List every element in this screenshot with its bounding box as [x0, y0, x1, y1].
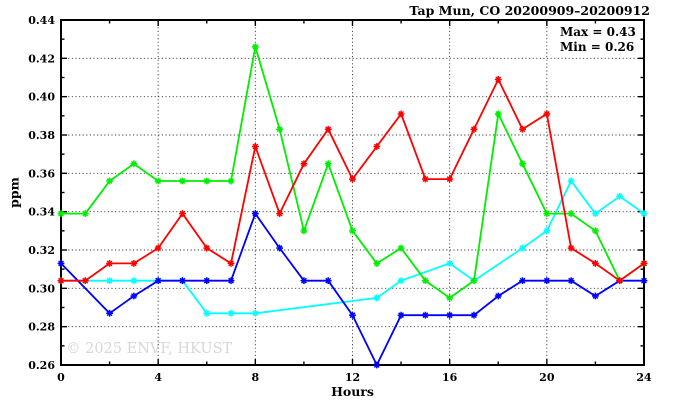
max-value-label: Max = 0.43	[560, 25, 636, 39]
svg-text:0.34: 0.34	[28, 206, 55, 219]
svg-text:4: 4	[154, 371, 162, 384]
svg-text:0.32: 0.32	[28, 244, 55, 257]
svg-text:0.40: 0.40	[28, 91, 55, 104]
svg-text:0.36: 0.36	[28, 167, 55, 180]
max-min-annotation: Max = 0.43 Min = 0.26	[560, 25, 636, 55]
svg-text:20: 20	[539, 371, 555, 384]
red-series-markers	[57, 76, 648, 285]
svg-text:0.38: 0.38	[28, 129, 55, 142]
svg-text:0.42: 0.42	[28, 52, 55, 65]
svg-text:12: 12	[345, 371, 360, 384]
y-tick-labels: 0.26 0.28 0.30 0.32 0.34 0.36 0.38 0.40 0.42 0.44	[28, 14, 55, 372]
watermark-text: © 2025 ENVF, HKUST	[66, 341, 233, 357]
svg-text:24: 24	[636, 371, 652, 384]
svg-text:0.28: 0.28	[28, 321, 55, 334]
svg-text:0.44: 0.44	[28, 14, 55, 27]
min-value-label: Min = 0.26	[560, 40, 635, 54]
blue-series-line	[60, 211, 644, 368]
green-series-markers	[57, 43, 648, 302]
svg-text:0: 0	[57, 371, 65, 384]
x-tick-labels: 0 4 8 12 16 20 24	[57, 371, 652, 384]
chart-title: Tap Mun, CO 20200909–20200912	[409, 3, 650, 18]
green-series	[57, 43, 648, 302]
y-axis-label: ppm	[6, 177, 22, 208]
x-axis-label: Hours	[331, 384, 374, 399]
svg-text:0.30: 0.30	[28, 282, 55, 295]
svg-text:8: 8	[252, 371, 260, 384]
plot-frame	[60, 19, 645, 366]
red-series	[57, 76, 648, 285]
svg-text:16: 16	[442, 371, 458, 384]
svg-text:0.26: 0.26	[28, 359, 55, 372]
